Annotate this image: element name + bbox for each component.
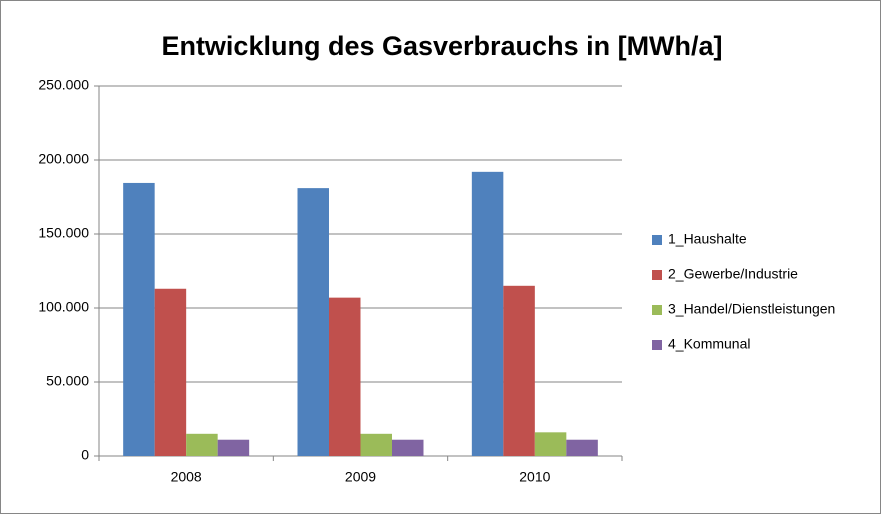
x-tick-label: 2009 [345,469,376,485]
bar [154,288,187,456]
bar [217,439,250,456]
bar [566,439,598,456]
y-tick-label: 200.000 [38,151,89,167]
y-tick-label: 50.000 [46,373,89,389]
legend-label: 1_Haushalte [668,231,747,247]
bar [186,433,218,456]
bar [329,297,361,456]
legend-label: 2_Gewerbe/Industrie [668,266,798,282]
y-tick-label: 100.000 [38,299,89,315]
bar [534,432,567,456]
legend-label: 4_Kommunal [668,336,751,352]
legend-swatch [652,270,662,280]
legend-swatch [652,340,662,350]
bar [297,188,329,456]
x-tick-label: 2010 [519,469,550,485]
y-tick-label: 0 [81,447,89,463]
y-tick-label: 250.000 [38,77,89,93]
legend-label: 3_Handel/Dienstleistungen [668,301,835,317]
bar [392,439,424,456]
x-tick-label: 2008 [171,469,202,485]
bar [471,171,504,456]
bar [123,182,155,456]
legend-swatch [652,305,662,315]
y-tick-label: 150.000 [38,225,89,241]
bar [503,285,535,456]
chart-title: Entwicklung des Gasverbrauchs in [MWh/a] [161,31,722,61]
legend-swatch [652,235,662,245]
bar [360,433,392,456]
